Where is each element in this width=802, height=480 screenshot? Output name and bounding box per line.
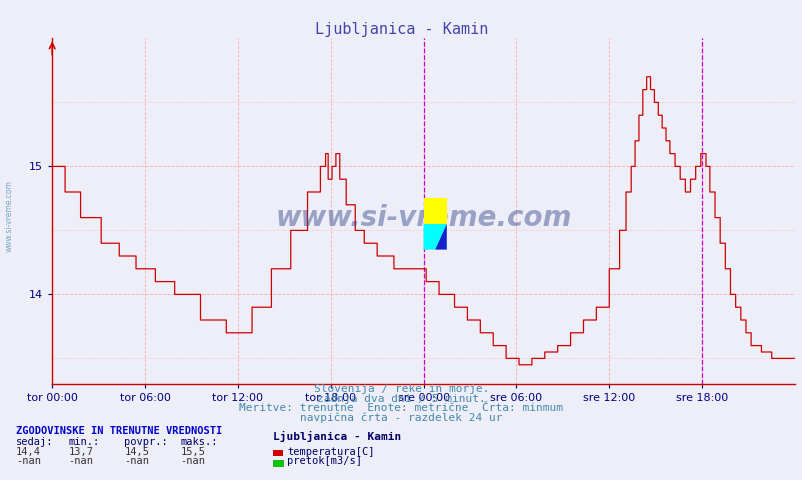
- Text: 14,5: 14,5: [124, 446, 149, 456]
- Text: min.:: min.:: [68, 437, 99, 447]
- Text: -nan: -nan: [68, 456, 93, 466]
- Text: sedaj:: sedaj:: [16, 437, 54, 447]
- Text: navpična črta - razdelek 24 ur: navpična črta - razdelek 24 ur: [300, 412, 502, 423]
- Text: 13,7: 13,7: [68, 446, 93, 456]
- Text: -nan: -nan: [180, 456, 205, 466]
- Polygon shape: [423, 198, 446, 224]
- Text: temperatura[C]: temperatura[C]: [287, 446, 375, 456]
- Text: Ljubljanica - Kamin: Ljubljanica - Kamin: [314, 22, 488, 36]
- Text: pretok[m3/s]: pretok[m3/s]: [287, 456, 362, 466]
- Text: -nan: -nan: [124, 456, 149, 466]
- Text: 14,4: 14,4: [16, 446, 41, 456]
- Text: povpr.:: povpr.:: [124, 437, 168, 447]
- Polygon shape: [435, 224, 446, 250]
- Text: Ljubljanica - Kamin: Ljubljanica - Kamin: [273, 431, 401, 442]
- Text: Meritve: trenutne  Enote: metrične  Črta: minmum: Meritve: trenutne Enote: metrične Črta: …: [239, 403, 563, 413]
- Text: -nan: -nan: [16, 456, 41, 466]
- Text: zadnja dva dni / 5 minut.: zadnja dva dni / 5 minut.: [317, 394, 485, 404]
- Text: www.si-vreme.com: www.si-vreme.com: [275, 204, 571, 232]
- Text: www.si-vreme.com: www.si-vreme.com: [5, 180, 14, 252]
- Text: Slovenija / reke in morje.: Slovenija / reke in morje.: [314, 384, 488, 394]
- Text: maks.:: maks.:: [180, 437, 218, 447]
- Text: ZGODOVINSKE IN TRENUTNE VREDNOSTI: ZGODOVINSKE IN TRENUTNE VREDNOSTI: [16, 426, 222, 436]
- Text: 15,5: 15,5: [180, 446, 205, 456]
- Polygon shape: [423, 224, 446, 250]
